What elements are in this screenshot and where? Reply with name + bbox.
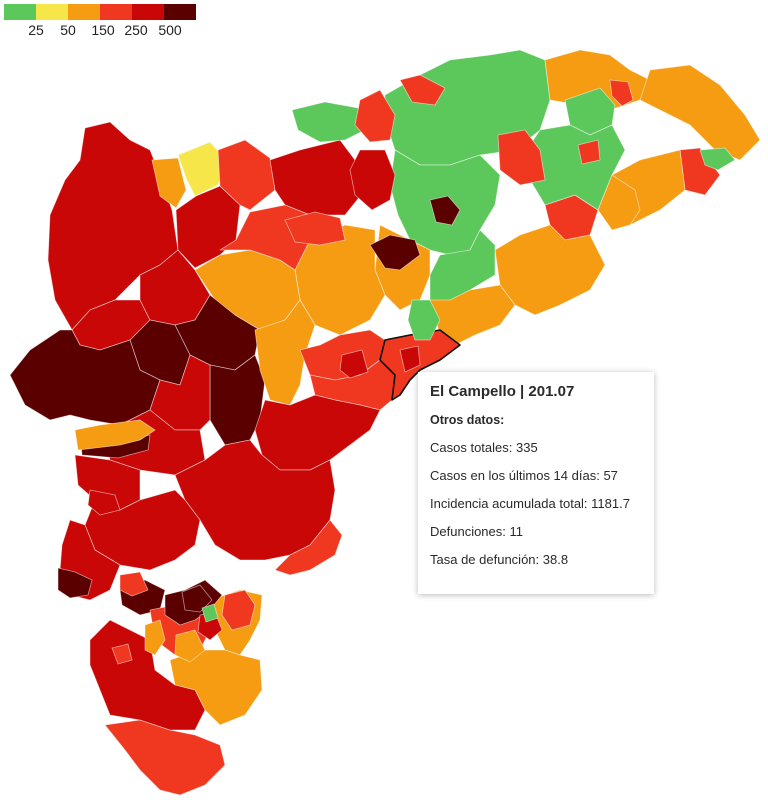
- legend-swatch-3: [68, 4, 100, 20]
- region-san-fulgencio[interactable]: [174, 629, 206, 663]
- region-villena[interactable]: [47, 121, 179, 331]
- region-alfas-pi[interactable]: [201, 603, 219, 623]
- row-label: Tasa de defunción:: [430, 552, 540, 567]
- tooltip-row-total-incidence: Incidencia acumulada total: 1181.7: [430, 496, 642, 511]
- region-castell-guadalest[interactable]: [429, 195, 461, 226]
- region-salinas[interactable]: [87, 489, 121, 516]
- region-mutxamel[interactable]: [254, 394, 381, 471]
- tooltip-separator: |: [520, 383, 525, 400]
- row-value: 38.8: [542, 552, 569, 567]
- region-catral[interactable]: [221, 589, 256, 631]
- row-value: 335: [516, 440, 538, 455]
- region-elche[interactable]: [174, 439, 336, 561]
- region-alcoleja[interactable]: [369, 234, 421, 271]
- region-daya[interactable]: [181, 584, 213, 613]
- tooltip-row-total-cases: Casos totales: 335: [430, 440, 642, 455]
- legend: 25 50 150 250 500: [4, 4, 204, 38]
- region-sella[interactable]: [429, 229, 496, 301]
- region-tollos[interactable]: [699, 147, 736, 171]
- region-monte-interior[interactable]: [349, 149, 396, 211]
- row-label: Defunciones:: [430, 524, 506, 539]
- region-agost[interactable]: [254, 299, 316, 406]
- legend-label-50: 50: [60, 22, 76, 38]
- row-value: 11: [509, 524, 524, 539]
- legend-swatch-6: [164, 4, 196, 20]
- region-alguena[interactable]: [74, 419, 156, 451]
- region-canada[interactable]: [151, 157, 187, 209]
- legend-label-150: 150: [91, 22, 115, 38]
- region-ibi[interactable]: [284, 211, 346, 246]
- region-bolulla[interactable]: [407, 299, 441, 341]
- legend-swatch-4: [100, 4, 132, 20]
- region-ebo[interactable]: [111, 643, 133, 665]
- row-label: Casos totales:: [430, 440, 513, 455]
- region-pilar-horadada[interactable]: [104, 719, 226, 796]
- region-benissa[interactable]: [609, 79, 634, 107]
- legend-label-25: 25: [28, 22, 44, 38]
- row-value: 1181.7: [591, 496, 630, 511]
- tooltip-row-deaths: Defunciones: 11: [430, 524, 642, 539]
- region-orba[interactable]: [497, 129, 546, 186]
- municipality-tooltip: El Campello | 201.07 Otros datos: Casos …: [418, 372, 654, 594]
- region-pego[interactable]: [399, 74, 446, 106]
- legend-color-scale: [4, 4, 204, 20]
- region-xabia[interactable]: [639, 64, 761, 161]
- tooltip-row-death-rate: Tasa de defunción: 38.8: [430, 552, 642, 567]
- region-callosa[interactable]: [57, 567, 93, 599]
- legend-label-500: 500: [158, 22, 182, 38]
- tooltip-subtitle: Otros datos:: [430, 413, 505, 427]
- region-polop[interactable]: [577, 139, 601, 165]
- region-busot[interactable]: [339, 349, 369, 379]
- region-alcoy[interactable]: [269, 139, 366, 216]
- municipalities-layer: [9, 49, 761, 796]
- row-label: Incidencia acumulada total:: [430, 496, 588, 511]
- tooltip-row-cases-14-days: Casos en los últimos 14 días: 57: [430, 468, 642, 483]
- region-banyeres[interactable]: [217, 139, 276, 211]
- legend-label-250: 250: [124, 22, 148, 38]
- legend-swatch-2: [36, 4, 68, 20]
- row-value: 57: [603, 468, 618, 483]
- region-santa-pola[interactable]: [274, 519, 343, 576]
- region-finestrat[interactable]: [597, 174, 641, 231]
- tooltip-incidence: 201.07: [528, 383, 575, 400]
- legend-labels: 25 50 150 250 500: [4, 20, 204, 38]
- region-jacarilla[interactable]: [119, 571, 149, 597]
- region-penaguila[interactable]: [354, 89, 396, 143]
- tooltip-title: El Campello | 201.07: [430, 383, 642, 400]
- legend-swatch-5: [132, 4, 164, 20]
- row-label: Casos en los últimos 14 días:: [430, 468, 600, 483]
- region-gandia-area[interactable]: [291, 101, 366, 143]
- tooltip-municipality: El Campello: [430, 383, 516, 400]
- region-aigues[interactable]: [399, 345, 421, 373]
- legend-swatch-1: [4, 4, 36, 20]
- region-beneixama[interactable]: [177, 141, 227, 197]
- region-benejuzar[interactable]: [144, 619, 166, 656]
